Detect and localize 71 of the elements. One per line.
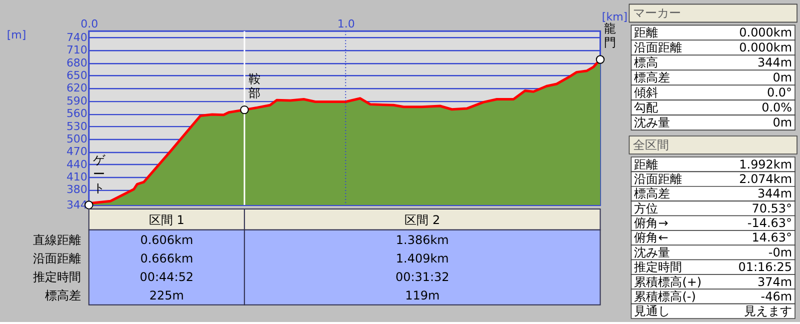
text: マーカー — [633, 6, 682, 20]
text: 傾斜 — [634, 86, 658, 100]
text: 沿面距離 — [634, 40, 682, 55]
y-tick-label: 500 — [66, 132, 88, 146]
text: 0.0% — [762, 100, 792, 115]
y-tick-label: 410 — [66, 170, 88, 184]
text: 14.63° — [752, 230, 792, 245]
text: 0.666km — [140, 251, 194, 266]
text: 勾配 — [634, 100, 658, 115]
text: 2.074km — [739, 172, 792, 186]
text: -14.63° — [747, 216, 792, 230]
text: 距離 — [634, 157, 658, 172]
text: 0m — [772, 70, 792, 85]
text: 1.386km — [396, 232, 449, 247]
text: 1.409km — [396, 251, 449, 266]
y-tick-label: 620 — [66, 82, 88, 95]
text: 344m — [757, 56, 792, 70]
text: -46m — [760, 289, 792, 304]
annotation: 龍門 — [604, 22, 616, 50]
y-tick-label: 380 — [66, 183, 88, 196]
y-tick-label: 470 — [66, 145, 88, 158]
y-tick-label: 590 — [66, 94, 88, 108]
text: 見通し — [634, 304, 670, 318]
text: 0.606km — [140, 232, 194, 247]
text: -0m — [768, 245, 792, 260]
text: 累積標高(-) — [634, 289, 696, 304]
text: 標高差 — [634, 70, 670, 85]
text: 区間 2 — [404, 212, 440, 227]
y-tick-label: 440 — [66, 158, 88, 171]
text: 沿面距離 — [32, 251, 81, 266]
text: 0.0° — [766, 86, 792, 100]
y-tick-label: 710 — [66, 44, 88, 57]
text: 推定時間 — [32, 270, 81, 284]
text: 70.53° — [752, 201, 792, 216]
text: 累積標高(+) — [634, 274, 702, 289]
text: 01:16:25 — [738, 260, 792, 274]
text: 沈み量 — [634, 245, 670, 260]
text: 俯角→ — [634, 216, 668, 230]
text: 直線距離 — [32, 232, 81, 247]
text: 0.000km — [739, 26, 792, 40]
x-axis-title: [km] — [602, 10, 628, 24]
annotation: 鞍部 — [248, 72, 260, 100]
text: 0.000km — [739, 40, 792, 55]
y-tick-label: 680 — [66, 56, 88, 70]
text: 標高差 — [634, 186, 670, 201]
y-tick-label: 740 — [66, 31, 88, 44]
text: 00:31:32 — [395, 270, 450, 284]
y-tick-label: 530 — [66, 120, 88, 133]
text: 方位 — [634, 201, 658, 216]
y-tick-label: 560 — [66, 107, 88, 120]
text: 距離 — [634, 26, 658, 40]
text: 見えます — [744, 304, 792, 318]
text: 374m — [757, 274, 792, 289]
x-tick-label: 0.0 — [80, 18, 98, 31]
text: 全区間 — [633, 138, 670, 152]
text: 沈み量 — [634, 116, 670, 130]
text: 標高 — [634, 56, 658, 70]
text: 区間 1 — [148, 212, 184, 227]
text: 225m — [149, 288, 184, 302]
text: 119m — [405, 288, 440, 302]
text: 00:44:52 — [140, 270, 194, 284]
text: 俯角← — [634, 230, 668, 245]
text: 0m — [772, 116, 792, 130]
y-axis-title: [m] — [6, 28, 26, 42]
y-tick-label: 650 — [66, 69, 88, 82]
text: 標高差 — [44, 288, 81, 302]
text: 沿面距離 — [634, 172, 682, 186]
text: 1.992km — [739, 157, 792, 172]
text: 推定時間 — [634, 260, 682, 274]
x-tick-label: 1.0 — [337, 18, 355, 31]
text: 344m — [757, 186, 792, 201]
